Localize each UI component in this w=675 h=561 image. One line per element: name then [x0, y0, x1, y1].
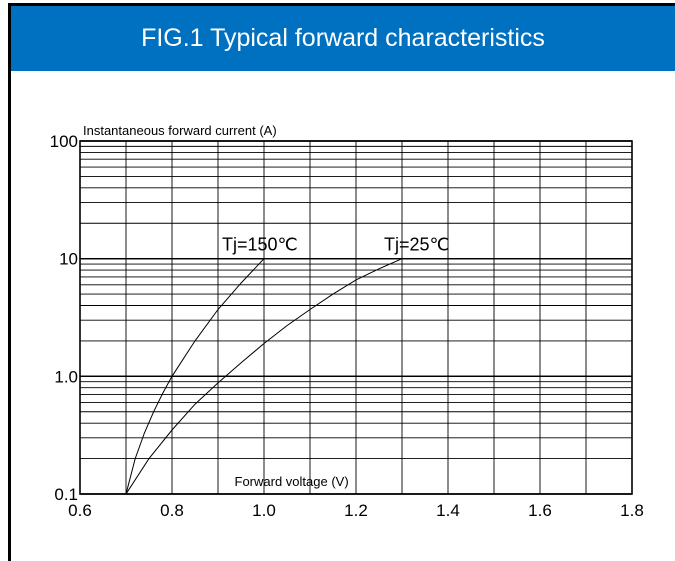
- x-tick-label: 0.8: [160, 501, 184, 520]
- frame-top-border: [8, 3, 675, 6]
- y-tick-label: 1.0: [54, 367, 78, 386]
- series-line: [125, 258, 265, 495]
- frame-left-border: [8, 3, 11, 561]
- series-line: [125, 258, 403, 495]
- axes: [79, 140, 633, 495]
- x-tick-label: 1.6: [528, 501, 552, 520]
- y-tick-label: 100: [50, 132, 78, 151]
- x-tick-label: 1.0: [252, 501, 276, 520]
- x-tick-label: 1.4: [436, 501, 460, 520]
- x-tick-label: 1.8: [620, 501, 644, 520]
- x-tick-label: 0.6: [68, 501, 92, 520]
- series-label: Tj=150℃: [222, 235, 298, 255]
- x-tick-label: 1.2: [344, 501, 368, 520]
- chart-title: FIG.1 Typical forward characteristics: [11, 6, 675, 71]
- plot-border: [79, 140, 633, 495]
- y-tick-label: 10: [59, 250, 78, 269]
- curves: [125, 258, 403, 495]
- x-axis-label: Forward voltage (V): [235, 474, 349, 489]
- y-tick-label: 0.1: [54, 485, 78, 504]
- labels: 0.6 0.8 1.0 1.2 1.4 1.6 1.8 0.1 1.0 10 100 Instanta…: [50, 123, 644, 520]
- series-label: Tj=25℃: [384, 235, 450, 255]
- y-axis-label: Instantaneous forward current (A): [83, 123, 277, 138]
